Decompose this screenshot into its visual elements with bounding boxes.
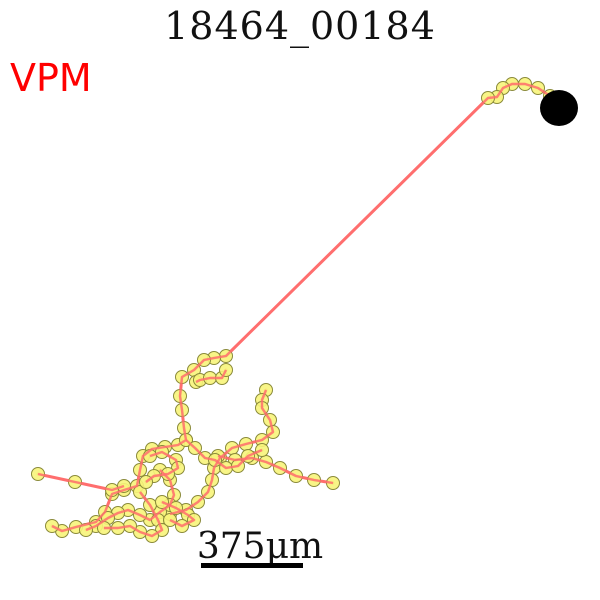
neurite-overlay-10 (195, 369, 228, 384)
region-label: VPM (10, 56, 92, 100)
neurite-overlay-4 (217, 454, 334, 485)
cell-id-title: 18464_00184 (164, 4, 436, 48)
neurite-overlay-6 (85, 469, 176, 532)
neurite-overlay-2 (37, 472, 125, 492)
neurite-overlay-3 (169, 389, 275, 516)
neurite-overlay-8 (161, 500, 196, 528)
neurite-overlay-1 (51, 82, 560, 533)
soma (540, 90, 578, 126)
neurite-overlay-9 (145, 450, 180, 483)
scale-bar (201, 563, 303, 568)
neurite-branch-1 (50, 82, 561, 533)
neurite-overlay-7 (104, 491, 164, 538)
scale-bar-label: 375μm (196, 526, 324, 567)
neurite-overlay-5 (185, 439, 263, 470)
